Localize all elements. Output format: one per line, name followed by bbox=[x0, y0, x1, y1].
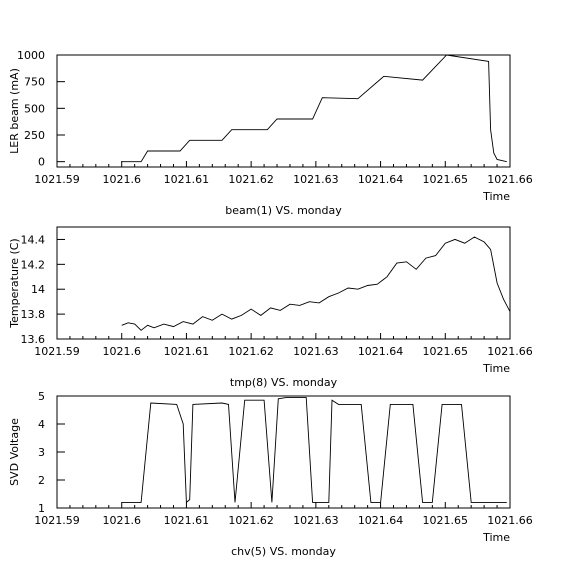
x-tick-label: 1021.6 bbox=[102, 345, 141, 358]
plot-frame bbox=[56, 226, 511, 340]
series-line-1 bbox=[121, 396, 507, 504]
x-tick-label: 1021.65 bbox=[423, 514, 469, 527]
chart-panel-3: 1021.59 1021.6 1021.61 1021.62 1021.63 1021.6… bbox=[8, 390, 533, 558]
y-tick-label: 14.4 bbox=[21, 233, 46, 246]
y-tick-label: 0 bbox=[38, 156, 45, 169]
x-tick-label: 1021.6 bbox=[102, 514, 141, 527]
x-tick-label: 1021.66 bbox=[487, 173, 533, 186]
x-tick-label: 1021.59 bbox=[34, 514, 80, 527]
panel-caption: beam(1) VS. monday bbox=[225, 204, 342, 217]
x-tick-label: 1021.66 bbox=[487, 345, 533, 358]
y-tick-label: 14.2 bbox=[21, 258, 46, 271]
x-axis-label: Time bbox=[482, 190, 510, 203]
y-tick-label: 1000 bbox=[17, 49, 45, 62]
x-tick-label: 1021.62 bbox=[228, 345, 274, 358]
x-tick-label: 1021.64 bbox=[358, 173, 404, 186]
chart-panel-1: 1021.59 1021.6 1021.61 1021.62 1021.63 1021.6… bbox=[8, 49, 533, 217]
panel-caption: chv(5) VS. monday bbox=[231, 545, 336, 558]
x-tick-label: 1021.6 bbox=[102, 173, 141, 186]
x-axis-label: Time bbox=[482, 362, 510, 375]
x-tick-label: 1021.63 bbox=[293, 345, 339, 358]
y-tick-label: 2 bbox=[38, 474, 45, 487]
series-line-1 bbox=[121, 54, 507, 163]
x-tick-label: 1021.66 bbox=[487, 514, 533, 527]
x-tick-label: 1021.62 bbox=[228, 173, 274, 186]
y-axis-label: LER beam (mA) bbox=[8, 68, 21, 154]
y-tick-label: 1 bbox=[38, 502, 45, 515]
x-tick-label: 1021.64 bbox=[358, 345, 404, 358]
y-axis-label: Temperature (C) bbox=[8, 238, 21, 328]
y-tick-label: 750 bbox=[24, 76, 45, 89]
y-tick-label: 4 bbox=[38, 418, 45, 431]
series-line-1 bbox=[121, 236, 511, 331]
y-tick-label: 13.8 bbox=[21, 308, 46, 321]
x-tick-label: 1021.64 bbox=[358, 514, 404, 527]
y-tick-label: 250 bbox=[24, 129, 45, 142]
x-tick-label: 1021.61 bbox=[164, 345, 210, 358]
x-tick-label: 1021.59 bbox=[34, 345, 80, 358]
x-tick-label: 1021.59 bbox=[34, 173, 80, 186]
y-tick-label: 5 bbox=[38, 390, 45, 403]
x-tick-label: 1021.63 bbox=[293, 514, 339, 527]
x-tick-label: 1021.61 bbox=[164, 514, 210, 527]
y-axis-label: SVD Voltage bbox=[8, 418, 21, 486]
panel-caption: tmp(8) VS. monday bbox=[230, 376, 338, 389]
x-tick-label: 1021.65 bbox=[423, 345, 469, 358]
x-axis-label: Time bbox=[482, 531, 510, 544]
y-tick-label: 3 bbox=[38, 446, 45, 459]
y-tick-label: 14 bbox=[31, 283, 45, 296]
plot-frame bbox=[56, 395, 511, 509]
y-tick-label: 500 bbox=[24, 102, 45, 115]
chart-panel-2: 1021.59 1021.6 1021.61 1021.62 1021.63 1021.6… bbox=[8, 226, 533, 389]
plot-frame bbox=[56, 54, 511, 168]
x-tick-label: 1021.61 bbox=[164, 173, 210, 186]
x-tick-label: 1021.63 bbox=[293, 173, 339, 186]
x-tick-label: 1021.65 bbox=[423, 173, 469, 186]
x-tick-label: 1021.62 bbox=[228, 514, 274, 527]
y-tick-label: 13.6 bbox=[21, 333, 46, 346]
